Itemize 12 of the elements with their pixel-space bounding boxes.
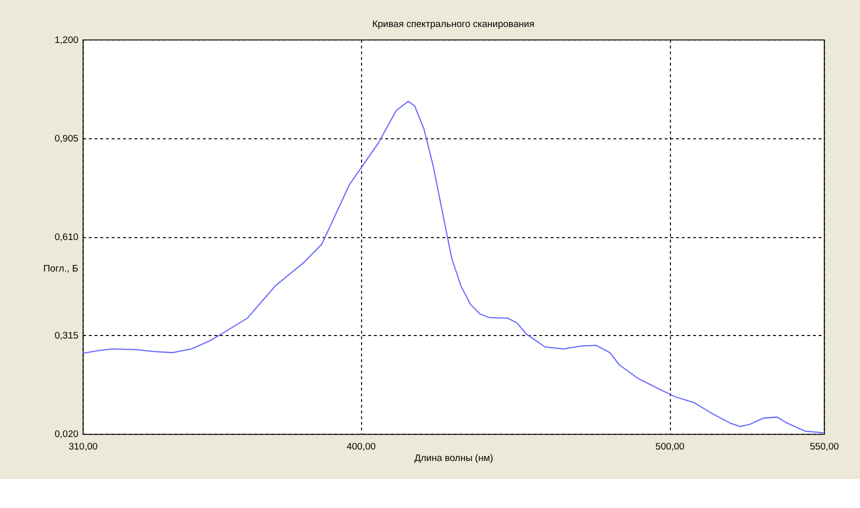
y-tick-label: 0,905 bbox=[54, 133, 78, 144]
x-tick-label: 310,00 bbox=[68, 442, 98, 453]
x-axis-title: Длина волны (нм) bbox=[414, 452, 494, 464]
y-tick-label: 1,200 bbox=[54, 34, 78, 46]
x-tick-label: 500,00 bbox=[655, 442, 684, 453]
x-tick-label: 400,00 bbox=[346, 442, 376, 453]
y-tick-label: 0,020 bbox=[54, 429, 78, 440]
y-tick-label: 0,315 bbox=[54, 330, 78, 342]
x-tick-label: 550,00 bbox=[810, 442, 839, 453]
y-tick-label: 0,610 bbox=[54, 232, 78, 243]
chart-title: Кривая спектрального сканирования bbox=[372, 19, 534, 30]
y-axis-title: Погл., Б bbox=[43, 264, 78, 275]
